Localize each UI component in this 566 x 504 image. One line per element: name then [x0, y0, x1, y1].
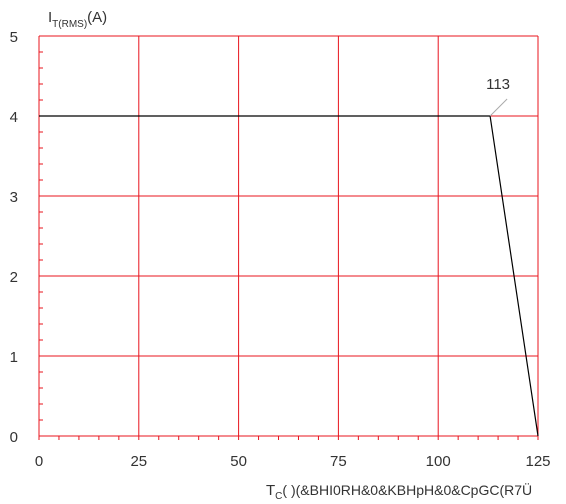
- x-tick-label-100: 100: [426, 453, 451, 470]
- annotation-leader-0: [489, 98, 508, 117]
- y-tick-label-4: 4: [10, 109, 18, 126]
- x-tick-label-50: 50: [230, 453, 247, 470]
- minor-ticks: [38, 35, 539, 440]
- x-tick-label-125: 125: [525, 453, 550, 470]
- y-tick-label-0: 0: [10, 429, 18, 446]
- x-tick-label-0: 0: [35, 453, 43, 470]
- grid: [39, 35, 539, 436]
- x-tick-label-75: 75: [330, 453, 347, 470]
- y-tick-label-3: 3: [10, 189, 18, 206]
- y-axis-label-sub: T(RMS): [52, 19, 87, 30]
- x-tick-label-25: 25: [130, 453, 147, 470]
- x-axis-label-main: T: [266, 482, 275, 499]
- y-axis-label-main: I: [48, 9, 52, 26]
- y-axis-label: IT(RMS)(A): [48, 9, 107, 30]
- annotation-label-0: 113: [486, 76, 510, 93]
- y-tick-label-2: 2: [10, 269, 18, 286]
- y-axis-label-unit: (A): [87, 9, 107, 26]
- x-axis-label-rest: ( )(&BHI0RH&0&KBHpH&0&CpGC(R7Ü: [282, 481, 532, 498]
- tick-labels: 0 25 50 75 100 125 0 1 2 3 4 5: [10, 29, 551, 470]
- annotations: 113: [486, 76, 510, 117]
- axes: [38, 36, 538, 437]
- x-axis-label-sub: C: [275, 491, 282, 502]
- y-tick-label-5: 5: [10, 29, 18, 46]
- y-tick-label-1: 1: [10, 349, 18, 366]
- x-axis-label: TC( )(&BHI0RH&0&KBHpH&0&CpGC(R7Ü: [266, 481, 532, 502]
